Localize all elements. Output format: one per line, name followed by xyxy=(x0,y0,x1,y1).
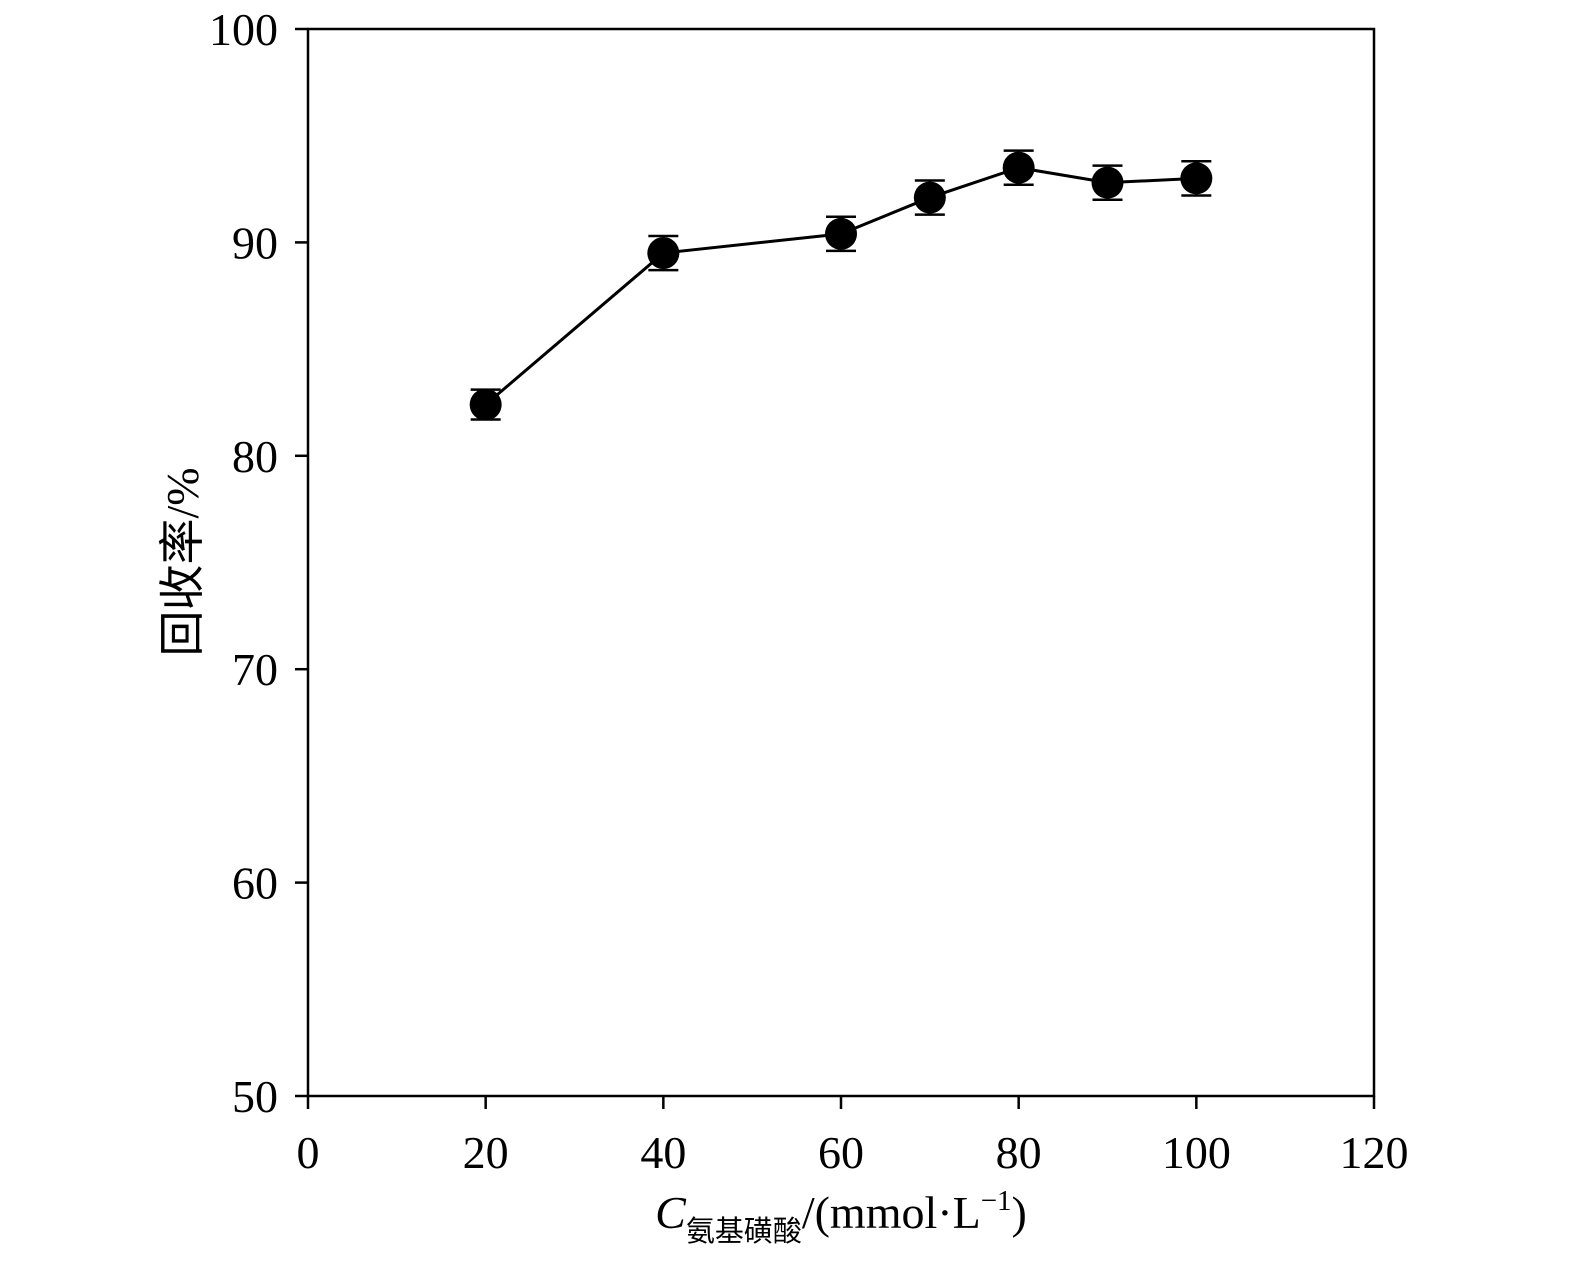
data-point xyxy=(469,388,502,421)
data-series xyxy=(469,149,1213,421)
x-tick-label: 80 xyxy=(996,1127,1042,1178)
x-axis-symbol: C xyxy=(655,1187,687,1238)
x-tick-label: 40 xyxy=(640,1127,686,1178)
data-point xyxy=(913,181,946,214)
y-axis-title: 回收率/% xyxy=(157,467,208,656)
y-tick-label: 60 xyxy=(232,858,278,909)
x-axis-unit: /(mmol·L xyxy=(802,1187,981,1238)
data-point xyxy=(1180,162,1213,195)
x-axis-ticks: 0 20 40 60 80 100 120 xyxy=(297,1096,1409,1178)
data-point xyxy=(1091,166,1124,199)
y-tick-label: 70 xyxy=(232,644,278,695)
y-tick-label: 50 xyxy=(232,1071,278,1122)
y-tick-label: 80 xyxy=(232,431,278,482)
data-point xyxy=(825,217,857,250)
x-axis-subscript: 氨基磺酸 xyxy=(686,1215,802,1248)
y-axis-ticks: 50 60 70 80 90 100 xyxy=(209,4,308,1122)
series-line xyxy=(484,166,1197,406)
x-axis-unit-exponent: −1 xyxy=(981,1185,1012,1217)
data-point xyxy=(1002,151,1035,184)
plot-frame xyxy=(306,27,1376,1098)
x-tick-label: 0 xyxy=(297,1127,320,1178)
data-point xyxy=(647,237,680,270)
x-axis-title: C氨基磺酸/(mmol·L−1) xyxy=(655,1185,1027,1248)
y-tick-label: 100 xyxy=(209,4,278,55)
x-tick-label: 100 xyxy=(1162,1127,1231,1178)
x-axis-unit-close: ) xyxy=(1012,1187,1027,1238)
x-tick-label: 20 xyxy=(463,1127,509,1178)
x-tick-label: 60 xyxy=(818,1127,864,1178)
y-tick-label: 90 xyxy=(232,217,278,268)
x-tick-label: 120 xyxy=(1340,1127,1409,1178)
